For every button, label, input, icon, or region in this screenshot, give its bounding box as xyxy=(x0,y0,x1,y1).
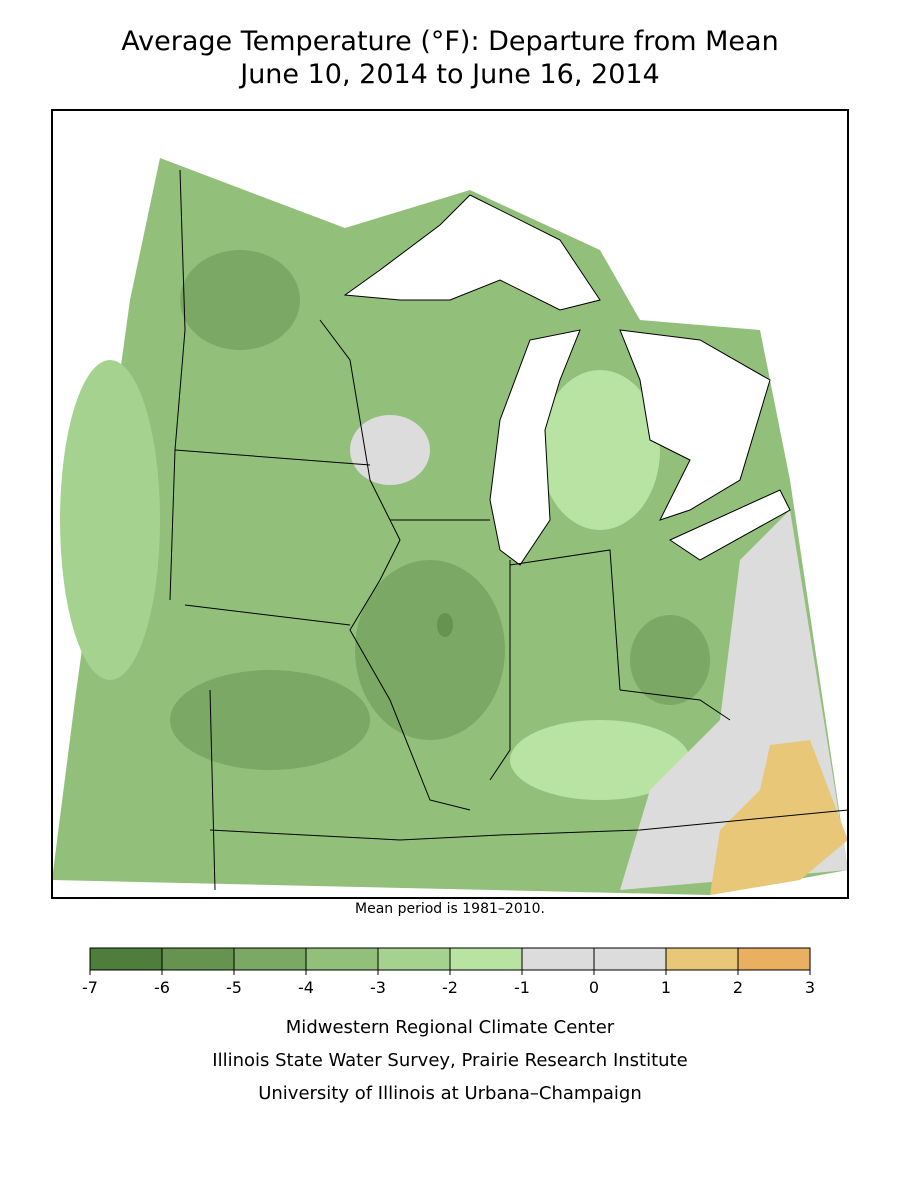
legend-swatch xyxy=(593,947,667,971)
legend-swatch xyxy=(161,947,235,971)
legend-swatch xyxy=(449,947,523,971)
legend-swatch xyxy=(665,947,739,971)
lake-superior xyxy=(343,194,601,311)
state-borders xyxy=(169,169,849,891)
legend-tick-label: 1 xyxy=(661,978,671,997)
legend-tick-label: 2 xyxy=(733,978,743,997)
map-area xyxy=(51,109,849,899)
anomaly-zone xyxy=(60,360,160,680)
anomaly-zone xyxy=(710,740,848,895)
legend-swatch xyxy=(233,947,307,971)
credit-line: Midwestern Regional Climate Center xyxy=(286,1017,615,1038)
anomaly-zone xyxy=(355,560,505,740)
legend-tick-label: -3 xyxy=(370,978,386,997)
legend-tick-label: -4 xyxy=(298,978,314,997)
title: Average Temperature (°F): Departure from… xyxy=(121,26,778,57)
legend-swatch xyxy=(737,947,811,971)
legend-tick-label: -6 xyxy=(154,978,170,997)
legend-tick-label: 3 xyxy=(805,978,815,997)
lake-huron xyxy=(619,329,771,521)
subtitle: June 10, 2014 to June 16, 2014 xyxy=(238,59,660,90)
legend-swatch xyxy=(377,947,451,971)
anomaly-zone xyxy=(540,370,660,530)
lake-michigan xyxy=(489,329,581,566)
legend-tick-label: -7 xyxy=(82,978,98,997)
anomaly-zone xyxy=(630,615,710,705)
map-frame xyxy=(51,109,849,899)
anomaly-zone xyxy=(510,720,690,800)
legend-tick-label: 0 xyxy=(589,978,599,997)
credit-line: Illinois State Water Survey, Prairie Res… xyxy=(212,1050,687,1071)
mean-period-note: Mean period is 1981–2010. xyxy=(355,901,545,917)
legend-swatch xyxy=(305,947,379,971)
anomaly-zone xyxy=(180,250,300,350)
legend-tick-label: -5 xyxy=(226,978,242,997)
legend-tick-label: -1 xyxy=(514,978,530,997)
anomaly-zone xyxy=(437,613,453,637)
credit-line: University of Illinois at Urbana–Champai… xyxy=(258,1083,642,1104)
legend-swatch xyxy=(89,947,163,971)
anomaly-zone xyxy=(170,670,370,770)
legend-swatch xyxy=(521,947,595,971)
anomaly-zone xyxy=(350,415,430,485)
lake-erie xyxy=(668,489,791,561)
legend: -7 -6 -5 -4 -3 -2 -1 0 1 2 3 xyxy=(82,947,815,997)
legend-tick-label: -2 xyxy=(442,978,458,997)
